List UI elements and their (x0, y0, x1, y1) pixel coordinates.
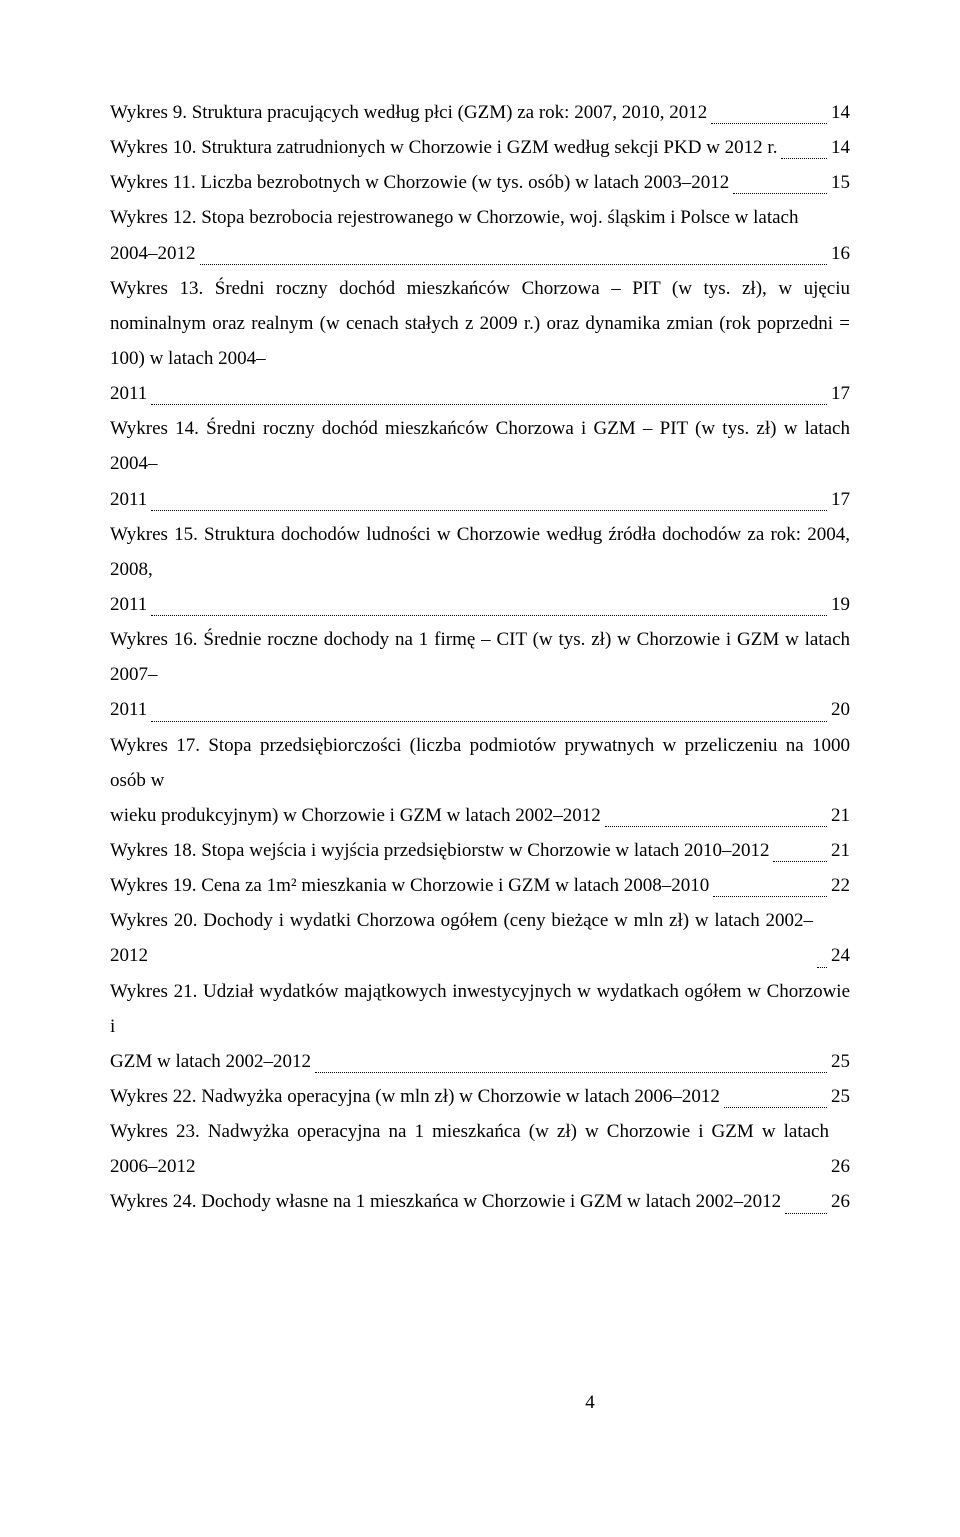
toc-entry: Wykres 10. Struktura zatrudnionych w Cho… (110, 130, 850, 165)
toc-entry-text: Wykres 9. Struktura pracujących według p… (110, 95, 707, 130)
page-container: Wykres 9. Struktura pracujących według p… (110, 95, 850, 1475)
dot-leader (711, 106, 827, 124)
dot-leader (817, 949, 827, 967)
toc-entry-text: Wykres 22. Nadwyżka operacyjna (w mln zł… (110, 1079, 720, 1114)
toc-entry-page: 26 (831, 1149, 850, 1184)
toc-entry-text: Wykres 24. Dochody własne na 1 mieszkańc… (110, 1184, 781, 1219)
toc-entry-page: 15 (831, 165, 850, 200)
dot-leader (781, 141, 827, 159)
toc-entry-text: 2011 (110, 587, 147, 622)
toc-entry-text: Wykres 11. Liczba bezrobotnych w Chorzow… (110, 165, 729, 200)
toc-entry-text: Wykres 12. Stopa bezrobocia rejestrowane… (110, 200, 850, 235)
dot-leader (733, 176, 827, 194)
toc-entry-page: 25 (831, 1079, 850, 1114)
dot-leader (151, 703, 827, 721)
toc-entry-page: 17 (831, 482, 850, 517)
toc-entry-page: 25 (831, 1044, 850, 1079)
toc-entry: Wykres 23. Nadwyżka operacyjna na 1 mies… (110, 1114, 850, 1184)
toc-entry-page: 14 (831, 95, 850, 130)
toc-entry-page: 26 (831, 1184, 850, 1219)
toc-entry-text: 2011 (110, 692, 147, 727)
toc-entry: Wykres 20. Dochody i wydatki Chorzowa og… (110, 903, 850, 973)
toc-entry: Wykres 17. Stopa przedsiębiorczości (lic… (110, 728, 850, 833)
toc-entry-page: 16 (831, 236, 850, 271)
toc-entry-page: 19 (831, 587, 850, 622)
dot-leader (151, 598, 827, 616)
toc-entry-text: Wykres 16. Średnie roczne dochody na 1 f… (110, 622, 850, 692)
toc-entry-text: 2011 (110, 482, 147, 517)
toc-entry-page: 21 (831, 833, 850, 868)
toc-entry-text: 2011 (110, 376, 147, 411)
dot-leader (151, 387, 827, 405)
toc-entry-text: Wykres 21. Udział wydatków majątkowych i… (110, 974, 850, 1044)
toc-entry-page: 17 (831, 376, 850, 411)
dot-leader (200, 247, 828, 265)
toc-entry-text: Wykres 20. Dochody i wydatki Chorzowa og… (110, 903, 813, 973)
dot-leader (315, 1055, 827, 1073)
toc-entry-text: Wykres 23. Nadwyżka operacyjna na 1 mies… (110, 1114, 829, 1184)
dot-leader (785, 1195, 827, 1213)
toc-entry-text: Wykres 13. Średni roczny dochód mieszkań… (110, 271, 850, 376)
toc-entry-text: Wykres 17. Stopa przedsiębiorczości (lic… (110, 728, 850, 798)
toc-entry: Wykres 12. Stopa bezrobocia rejestrowane… (110, 200, 850, 270)
toc-entry: Wykres 18. Stopa wejścia i wyjścia przed… (110, 833, 850, 868)
toc-entry: Wykres 16. Średnie roczne dochody na 1 f… (110, 622, 850, 727)
toc-entry-page: 14 (831, 130, 850, 165)
page-number: 4 (110, 1385, 960, 1420)
toc-entry-text: GZM w latach 2002–2012 (110, 1044, 311, 1079)
toc-entry-page: 20 (831, 692, 850, 727)
toc-entry-text: 2004–2012 (110, 236, 196, 271)
toc-entry: Wykres 21. Udział wydatków majątkowych i… (110, 974, 850, 1079)
toc-entry: Wykres 15. Struktura dochodów ludności w… (110, 517, 850, 622)
toc-entry: Wykres 13. Średni roczny dochód mieszkań… (110, 271, 850, 412)
toc-entry-text: Wykres 14. Średni roczny dochód mieszkań… (110, 411, 850, 481)
toc-entry: Wykres 14. Średni roczny dochód mieszkań… (110, 411, 850, 516)
dot-leader (605, 809, 827, 827)
toc-entry: Wykres 19. Cena za 1m² mieszkania w Chor… (110, 868, 850, 903)
toc-entry-text: Wykres 18. Stopa wejścia i wyjścia przed… (110, 833, 769, 868)
dot-leader (151, 493, 827, 511)
toc-entry: Wykres 11. Liczba bezrobotnych w Chorzow… (110, 165, 850, 200)
toc-entry-text: wieku produkcyjnym) w Chorzowie i GZM w … (110, 798, 601, 833)
toc-entry-page: 24 (831, 938, 850, 973)
toc-entry-text: Wykres 10. Struktura zatrudnionych w Cho… (110, 130, 777, 165)
toc-entry-text: Wykres 19. Cena za 1m² mieszkania w Chor… (110, 868, 709, 903)
toc-entry-page: 21 (831, 798, 850, 833)
toc-entry: Wykres 22. Nadwyżka operacyjna (w mln zł… (110, 1079, 850, 1114)
dot-leader (773, 844, 827, 862)
list-of-figures: Wykres 9. Struktura pracujących według p… (110, 95, 850, 1220)
dot-leader (713, 879, 827, 897)
dot-leader (724, 1090, 827, 1108)
toc-entry: Wykres 24. Dochody własne na 1 mieszkańc… (110, 1184, 850, 1219)
toc-entry: Wykres 9. Struktura pracujących według p… (110, 95, 850, 130)
toc-entry-page: 22 (831, 868, 850, 903)
toc-entry-text: Wykres 15. Struktura dochodów ludności w… (110, 517, 850, 587)
